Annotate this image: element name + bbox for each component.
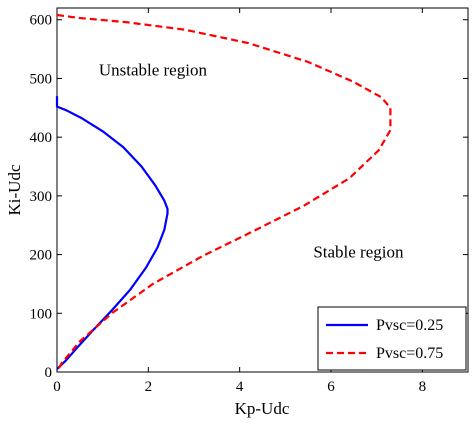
y-tick-label: 200 bbox=[30, 248, 53, 264]
x-tick-label: 6 bbox=[327, 379, 335, 395]
y-tick-label: 300 bbox=[30, 189, 53, 205]
x-tick-label: 0 bbox=[53, 379, 61, 395]
y-tick-label: 100 bbox=[30, 306, 53, 322]
series-group bbox=[55, 13, 392, 373]
legend-label: Pvsc=0.25 bbox=[376, 317, 443, 334]
y-axis-title: Ki-Udc bbox=[5, 164, 24, 215]
ticks: 0 2 4 6 8 0 100 200 300 400 500 600 bbox=[30, 8, 468, 395]
x-axis-title: Kp-Udc bbox=[235, 399, 290, 418]
y-tick-label: 0 bbox=[45, 365, 53, 381]
x-tick-label: 2 bbox=[145, 379, 153, 395]
y-tick-label: 400 bbox=[30, 130, 53, 146]
series-line-2 bbox=[56, 13, 392, 373]
annotations: Unstable region Stable region bbox=[99, 61, 404, 262]
legend: Pvsc=0.25 Pvsc=0.75 bbox=[317, 306, 467, 371]
legend-box bbox=[317, 306, 467, 371]
y-tick-label: 500 bbox=[30, 71, 53, 87]
x-tick-label: 8 bbox=[419, 379, 427, 395]
x-tick-label: 4 bbox=[236, 379, 244, 395]
region-annotation: Stable region bbox=[313, 243, 404, 262]
legend-label: Pvsc=0.75 bbox=[376, 345, 443, 362]
y-tick-label: 600 bbox=[30, 13, 53, 29]
region-annotation: Unstable region bbox=[99, 61, 208, 80]
